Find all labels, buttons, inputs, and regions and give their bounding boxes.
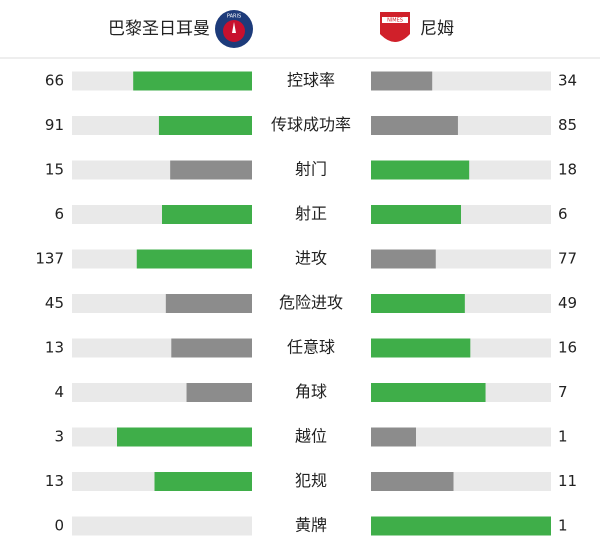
home-bar [154, 472, 252, 491]
home-bar [158, 116, 252, 135]
home-value: 137 [35, 250, 64, 268]
away-value: 1 [558, 428, 568, 446]
home-value: 13 [45, 472, 64, 490]
away-bar [371, 160, 470, 180]
stat-label: 进攻 [295, 249, 327, 268]
stat-label: 犯规 [295, 471, 327, 490]
away-bar [371, 294, 465, 313]
home-team-name: 巴黎圣日耳曼 [108, 19, 210, 39]
away-bar [371, 116, 458, 135]
home-logo-text: PARIS [227, 14, 241, 20]
away-logo-text: NÎMES [387, 17, 403, 24]
away-bar [371, 249, 436, 269]
stat-label: 任意球 [287, 338, 335, 357]
away-value: 77 [558, 250, 577, 268]
away-value: 7 [558, 383, 568, 401]
stat-label: 射正 [295, 204, 327, 223]
away-bar [371, 71, 433, 91]
home-value: 3 [54, 428, 64, 446]
home-logo: PARIS [215, 10, 253, 48]
away-team-name: 尼姆 [420, 19, 454, 39]
away-value: 6 [558, 205, 568, 223]
away-value: 16 [558, 339, 577, 357]
home-track [72, 516, 252, 536]
stat-label: 传球成功率 [271, 115, 351, 134]
away-value: 18 [558, 161, 577, 179]
home-bar [170, 160, 252, 180]
away-value: 49 [558, 294, 577, 312]
home-value: 6 [54, 205, 64, 223]
stat-label: 黄牌 [295, 516, 327, 535]
away-bar [371, 427, 416, 447]
away-value: 34 [558, 72, 577, 90]
home-bar [133, 71, 252, 91]
away-bar [371, 472, 454, 491]
stat-label: 越位 [295, 427, 327, 446]
away-logo: NÎMES [380, 12, 410, 42]
away-bar [371, 383, 486, 402]
home-value: 4 [54, 383, 64, 401]
away-bar [371, 516, 551, 536]
stat-label: 射门 [295, 160, 327, 179]
home-value: 0 [54, 517, 64, 535]
home-value: 13 [45, 339, 64, 357]
stat-label: 危险进攻 [279, 293, 343, 312]
away-bar [371, 205, 461, 224]
home-bar [186, 383, 252, 402]
away-value: 85 [558, 116, 577, 134]
home-bar [136, 249, 252, 269]
away-value: 1 [558, 517, 568, 535]
stat-label: 角球 [295, 382, 327, 401]
home-bar [117, 427, 252, 447]
home-bar [165, 294, 252, 313]
away-value: 11 [558, 472, 577, 490]
home-bar [162, 205, 252, 224]
stat-label: 控球率 [287, 71, 335, 90]
home-value: 91 [45, 116, 64, 134]
away-bar [371, 338, 471, 358]
home-value: 66 [45, 72, 64, 90]
home-value: 45 [45, 294, 64, 312]
home-bar [171, 338, 252, 358]
home-value: 15 [45, 161, 64, 179]
